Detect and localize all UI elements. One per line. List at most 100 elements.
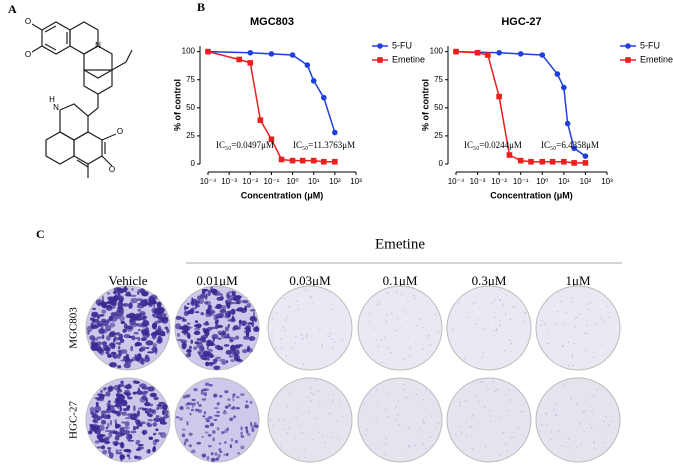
- colony: [201, 435, 204, 439]
- stain-speck: [601, 343, 603, 345]
- colony: [191, 398, 196, 402]
- x-tick-label: 10¹: [308, 177, 320, 186]
- colony: [163, 414, 170, 419]
- series-line: [207, 50, 336, 133]
- stain-speck: [494, 299, 496, 301]
- stain-speck: [409, 354, 411, 356]
- stain-speck: [305, 289, 307, 291]
- stain-speck: [387, 292, 389, 294]
- stain-speck: [510, 437, 512, 439]
- stain-speck: [494, 316, 496, 318]
- colony: [144, 346, 150, 350]
- colony: [205, 361, 210, 367]
- colony: [120, 349, 128, 354]
- stain-speck: [413, 295, 415, 297]
- x-tick-label: 10⁻³: [470, 177, 486, 186]
- data-point: [571, 145, 577, 152]
- colony: [140, 337, 147, 341]
- stain-speck: [484, 406, 486, 409]
- colony: [91, 413, 98, 419]
- colony: [144, 401, 151, 407]
- colony: [217, 337, 222, 340]
- stain-speck: [303, 449, 306, 451]
- data-point: [268, 51, 275, 57]
- stain-speck: [383, 336, 386, 339]
- stain-speck: [582, 410, 584, 413]
- stain-speck: [395, 406, 398, 408]
- colony: [125, 325, 132, 330]
- stain-speck: [375, 303, 378, 305]
- annotation: IC₅₀=11.3763μM: [293, 140, 355, 150]
- stain-speck: [408, 446, 410, 448]
- colony: [228, 290, 232, 294]
- colony: [224, 428, 229, 433]
- colony: [193, 324, 201, 328]
- colony: [114, 422, 118, 430]
- colony: [147, 386, 155, 392]
- colony: [148, 413, 153, 418]
- colony: [225, 349, 233, 355]
- stain-speck: [385, 408, 387, 411]
- stain-speck: [422, 348, 424, 350]
- stain-speck: [499, 324, 501, 327]
- column-label: Vehicle: [109, 273, 148, 288]
- stain-speck: [579, 423, 582, 425]
- colony: [236, 452, 241, 455]
- stain-speck: [328, 412, 331, 415]
- colony: [121, 411, 128, 416]
- stain-speck: [502, 431, 505, 434]
- stain-speck: [538, 429, 541, 432]
- colony: [121, 421, 126, 424]
- data-point: [247, 49, 254, 56]
- colony: [89, 406, 95, 413]
- data-point: [485, 52, 491, 58]
- colony: [216, 402, 220, 406]
- colony: [128, 456, 131, 460]
- data-point: [310, 157, 317, 164]
- colony: [233, 415, 237, 419]
- colony: [116, 388, 123, 393]
- stain-speck: [583, 410, 586, 412]
- colony: [120, 380, 124, 385]
- colony: [250, 309, 256, 312]
- stain-speck: [465, 435, 468, 438]
- stain-speck: [510, 342, 513, 345]
- colony: [153, 322, 158, 328]
- atom-label: O: [25, 50, 31, 59]
- stain-speck: [423, 422, 426, 424]
- stain-speck: [596, 389, 598, 391]
- colony: [108, 431, 113, 438]
- colony: [190, 339, 194, 344]
- data-point: [564, 120, 571, 127]
- colony: [98, 394, 106, 397]
- colony: [249, 400, 253, 404]
- colony: [247, 322, 254, 325]
- colony: [166, 328, 170, 334]
- data-point: [453, 48, 459, 55]
- stain-speck: [321, 435, 324, 438]
- colony: [136, 455, 142, 460]
- colony: [122, 328, 127, 333]
- colony: [218, 358, 226, 362]
- culture-plate: [535, 377, 621, 463]
- colony: [227, 323, 230, 328]
- stain-speck: [381, 361, 383, 364]
- stain-speck: [571, 301, 573, 304]
- stain-speck: [275, 312, 278, 314]
- colony: [215, 356, 221, 360]
- colony: [201, 290, 206, 295]
- data-point: [332, 129, 338, 136]
- stain-speck: [437, 331, 440, 333]
- stain-speck: [512, 306, 515, 308]
- colony: [226, 452, 229, 457]
- colony: [162, 332, 166, 337]
- colony: [137, 446, 144, 450]
- colony: [224, 441, 227, 444]
- colony: [152, 445, 157, 452]
- stain-speck: [563, 383, 566, 385]
- x-tick-label: 10⁻²: [242, 177, 258, 186]
- colony: [113, 441, 119, 447]
- colony: [106, 401, 112, 408]
- colony: [135, 439, 141, 444]
- colony: [241, 300, 249, 304]
